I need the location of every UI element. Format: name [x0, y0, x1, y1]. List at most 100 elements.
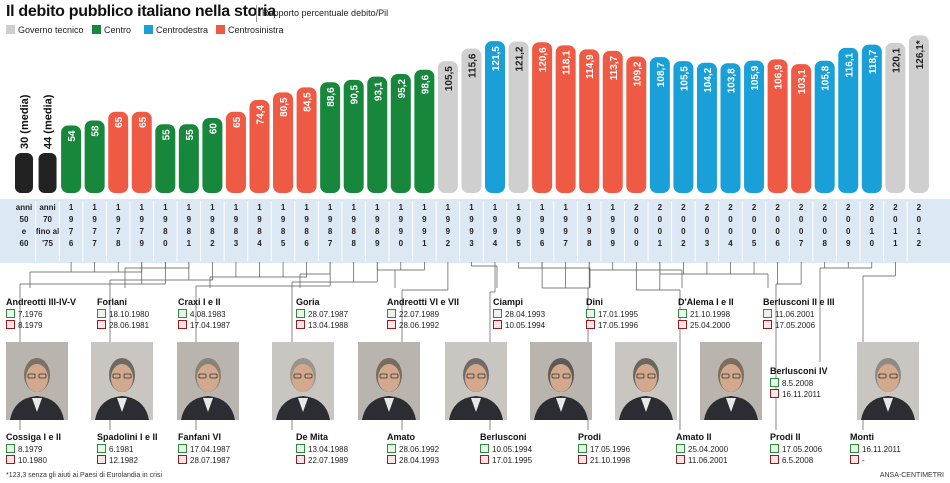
bar-value-label: 93,1 — [373, 81, 384, 101]
legend-swatch — [6, 25, 15, 34]
tick-label: 0 — [705, 215, 710, 224]
start-date-text: 25.04.2000 — [688, 445, 729, 454]
tick-label: 1 — [540, 203, 545, 212]
tick-label: 9 — [493, 215, 498, 224]
tick-label: 7 — [69, 227, 74, 236]
tick-label: 7 — [328, 239, 333, 248]
government-name: Berlusconi IV — [770, 366, 828, 376]
bar-value-label: 113,7 — [609, 55, 620, 80]
tick-label: 2 — [658, 203, 663, 212]
bar-value-label: 65 — [138, 116, 149, 128]
government-start-date: 28.07.1987 — [296, 309, 348, 319]
tick-label: 5 — [752, 239, 757, 248]
start-date-text: 4.08.1983 — [190, 310, 226, 319]
tick-label: 0 — [893, 215, 898, 224]
tick-label: 9 — [140, 215, 145, 224]
bar-value-label: 120,1 — [891, 47, 902, 72]
government-start-date: 17.01.1995 — [586, 309, 638, 319]
tick-label: 9 — [493, 227, 498, 236]
bar-value-label: 95,2 — [397, 79, 408, 99]
tick-label: 0 — [752, 227, 757, 236]
tick-label: 9 — [399, 227, 404, 236]
legend-label: Centrodestra — [156, 25, 209, 35]
tick-label: 4 — [493, 239, 498, 248]
tick-label: 2 — [446, 239, 451, 248]
tick-label: 8 — [328, 227, 333, 236]
government-start-date: 7.1976 — [6, 309, 42, 319]
bar — [225, 111, 246, 193]
start-date-text: 13.04.1988 — [308, 445, 349, 454]
bar-value-label: 118,7 — [868, 49, 879, 74]
start-icon — [296, 309, 305, 318]
tick-label: 8 — [257, 227, 262, 236]
end-date-text: 17.05.1996 — [598, 321, 639, 330]
tick-label: 4 — [728, 239, 733, 248]
start-date-text: 11.06.2001 — [775, 310, 815, 319]
start-date-text: 28.07.1987 — [308, 310, 349, 319]
tick-label: anni — [16, 203, 32, 212]
tick-label: 60 — [20, 239, 29, 248]
tick-label: 8 — [351, 227, 356, 236]
tick-label: 9 — [469, 227, 474, 236]
tick-label: 3 — [705, 239, 710, 248]
government-name: Goria — [296, 297, 320, 307]
tick-label: 7 — [116, 227, 121, 236]
tick-label: 1 — [469, 203, 474, 212]
tick-label: 1 — [516, 203, 521, 212]
bar — [532, 42, 553, 193]
government-start-date: 17.05.2006 — [770, 444, 822, 454]
tick-label: 1 — [304, 203, 309, 212]
tick-label: 6 — [775, 239, 780, 248]
government-end-date: 6.5.2008 — [770, 455, 813, 465]
tick-label: 2 — [846, 203, 851, 212]
government-start-date: 28.04.1993 — [493, 309, 545, 319]
portrait-photo — [6, 342, 68, 420]
government-end-date: 21.10.1998 — [578, 455, 630, 465]
end-icon — [763, 320, 772, 329]
tick-label: 8 — [375, 227, 380, 236]
start-icon — [387, 444, 396, 453]
start-date-text: 22.07.1989 — [399, 310, 440, 319]
tick-label: 50 — [20, 215, 29, 224]
start-date-text: 17.05.2006 — [782, 445, 823, 454]
bar-media — [38, 153, 57, 193]
tick-label: 9 — [563, 215, 568, 224]
tick-label: anni — [39, 203, 55, 212]
bar — [744, 60, 765, 193]
bar — [155, 124, 176, 193]
tick-label: 0 — [634, 227, 639, 236]
start-date-text: 28.04.1993 — [505, 310, 546, 319]
government-start-date: 17.04.1987 — [178, 444, 230, 454]
bar — [579, 49, 600, 193]
legend-item-centrosinistra: Centrosinistra — [216, 25, 284, 35]
government-end-date: 17.04.1987 — [178, 320, 230, 330]
credit: ANSA-CENTIMETRI — [879, 472, 944, 479]
tick-label: 1 — [446, 203, 451, 212]
end-date-text: 22.07.1989 — [308, 456, 349, 465]
tick-label: 9 — [69, 215, 74, 224]
bar — [414, 69, 435, 193]
portrait-photo — [272, 342, 334, 420]
bar-value-label: 103,1 — [797, 69, 808, 94]
portrait-photo — [358, 342, 420, 420]
start-icon — [6, 309, 15, 318]
bar-value-label: 106,9 — [774, 64, 785, 89]
tick-label: 9 — [846, 239, 851, 248]
bar-value-label: 126,1* — [915, 40, 926, 69]
year-strip — [0, 199, 950, 263]
government-start-date: 6.1981 — [97, 444, 133, 454]
tick-label: 1 — [234, 203, 239, 212]
government-start-date: 13.04.1988 — [296, 444, 348, 454]
tick-label: 9 — [281, 215, 286, 224]
tick-label: 1 — [658, 239, 663, 248]
start-date-text: 16.11.2011 — [862, 445, 901, 454]
start-date-text: 17.05.1996 — [590, 445, 631, 454]
tick-label: 9 — [257, 215, 262, 224]
start-icon — [296, 444, 305, 453]
bar-value-label: 121,5 — [491, 46, 502, 71]
government-end-date: - — [850, 455, 865, 465]
end-icon — [480, 455, 489, 464]
tick-label: 9 — [92, 215, 97, 224]
legend-swatch — [216, 25, 225, 34]
title-separator — [256, 5, 257, 22]
